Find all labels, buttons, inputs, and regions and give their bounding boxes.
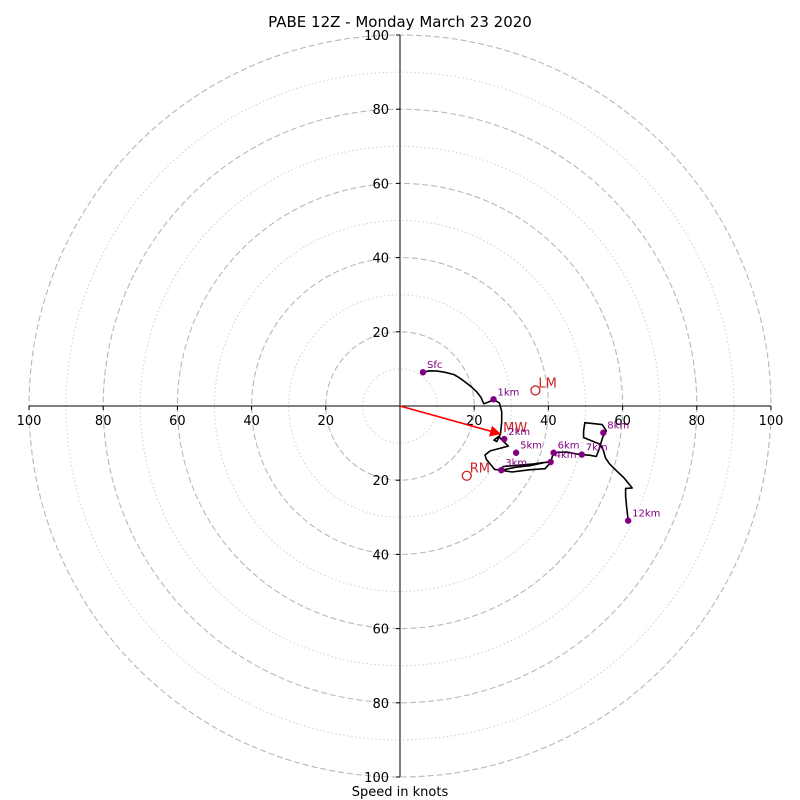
storm-motion-label-RM: RM	[470, 462, 490, 477]
height-label-1km: 1km	[497, 387, 519, 398]
y-tick-up-80: 80	[372, 103, 389, 118]
chart-title: PABE 12Z - Monday March 23 2020	[268, 13, 532, 31]
y-tick-down-60: 60	[372, 623, 389, 638]
x-tick-left-20: 20	[318, 414, 335, 429]
tick-labels: 100 80 60 40 20 20 40 60 80 100204060801002040608…	[17, 29, 784, 786]
height-marker-6km	[550, 449, 557, 456]
y-tick-up-40: 40	[372, 252, 389, 267]
height-marker-3km	[498, 466, 505, 474]
storm-motion-label-LM: LM	[538, 376, 556, 391]
height-label-7km: 7km	[586, 443, 608, 454]
height-markers: Sfc 1km 2km 3km 4km 5km 6km 7km 8km 12km	[419, 360, 660, 524]
height-marker-8km	[600, 429, 607, 436]
height-marker-12km	[624, 517, 632, 524]
x-tick-right-80: 80	[689, 414, 706, 429]
hodograph-trace-group: MW	[399, 369, 634, 521]
height-marker-4km	[547, 458, 554, 466]
height-label-6km: 6km	[558, 441, 580, 452]
mean-wind-label: MW	[503, 421, 527, 436]
x-tick-left-80: 80	[95, 414, 112, 429]
height-marker-Sfc	[419, 369, 427, 376]
y-tick-down-20: 20	[372, 474, 389, 489]
y-tick-down-100: 100	[364, 771, 389, 786]
storm-motion-markers: LM RM	[461, 376, 557, 481]
x-tick-left-40: 40	[243, 414, 260, 429]
y-tick-up-20: 20	[372, 326, 389, 341]
y-tick-up-60: 60	[372, 177, 389, 192]
x-tick-right-100: 100	[759, 414, 784, 429]
x-tick-left-60: 60	[169, 414, 186, 429]
hodograph-trace	[422, 369, 634, 521]
storm-motion-marker-LM	[530, 385, 541, 396]
storm-motion-marker-RM	[461, 470, 472, 481]
height-label-4km: 4km	[555, 450, 577, 461]
height-marker-2km	[501, 435, 508, 443]
height-label-2km: 2km	[508, 427, 530, 438]
height-marker-1km	[490, 396, 497, 403]
x-tick-left-100: 100	[17, 414, 42, 429]
y-tick-up-100: 100	[364, 29, 389, 44]
x-axis-label: Speed in knots	[352, 785, 449, 800]
height-label-3km: 3km	[505, 458, 527, 469]
y-tick-down-80: 80	[372, 697, 389, 712]
height-label-5km: 5km	[520, 441, 542, 452]
x-tick-right-40: 40	[540, 414, 557, 429]
mean-wind-arrow	[399, 405, 502, 437]
height-marker-5km	[512, 449, 520, 456]
height-label-12km: 12km	[632, 509, 660, 520]
x-tick-right-60: 60	[614, 414, 631, 429]
height-label-8km: 8km	[607, 421, 629, 432]
y-tick-down-40: 40	[372, 548, 389, 563]
height-label-Sfc: Sfc	[427, 360, 442, 371]
height-marker-7km	[578, 451, 585, 458]
